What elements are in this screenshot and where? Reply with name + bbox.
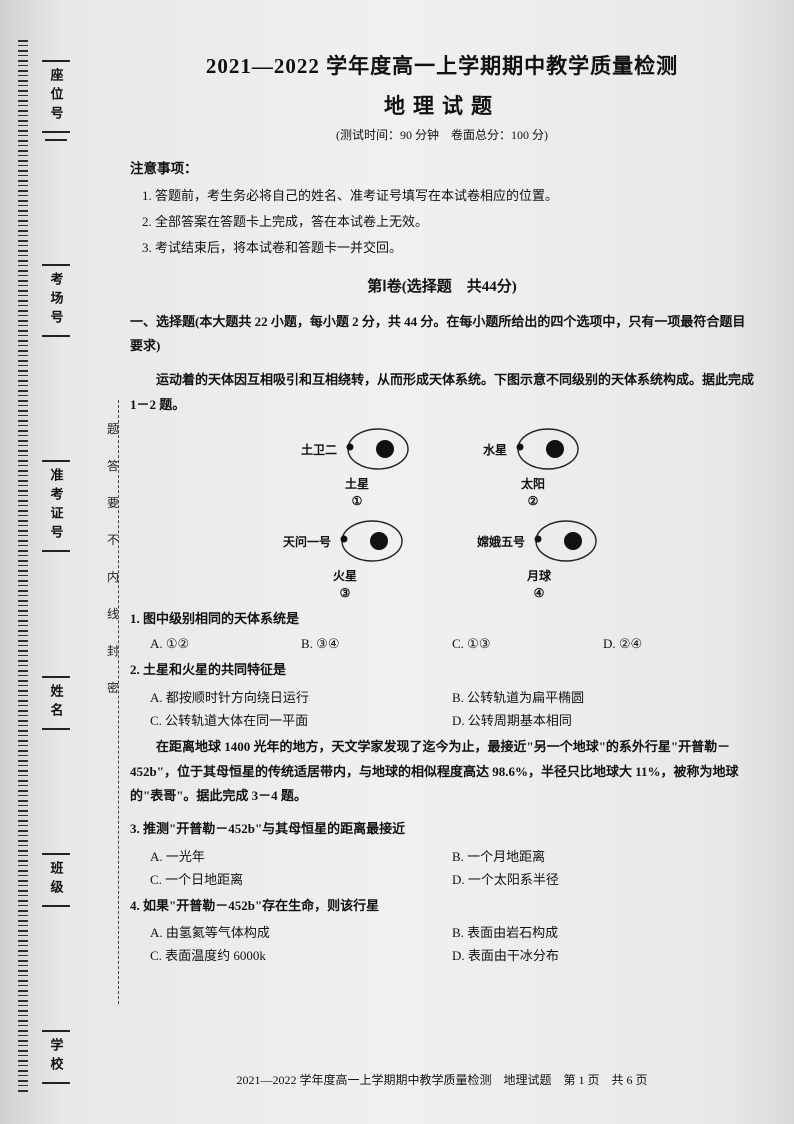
system-number: ② <box>528 494 539 509</box>
system-2: 水星 太阳 ② <box>483 425 583 509</box>
system-center-label: 土星 <box>345 475 369 492</box>
q4-stem: 4. 如果"开普勒－452b"存在生命，则该行星 <box>130 898 379 913</box>
question-1: 1. 图中级别相同的天体系统是 <box>130 607 754 632</box>
question-2: 2. 土星和火星的共同特征是 <box>130 658 754 683</box>
system-4: 嫦娥五号 月球 ④ <box>477 517 601 601</box>
q2-options: A. 都按顺时针方向绕日运行 B. 公转轨道为扁平椭圆 C. 公转轨道大体在同一… <box>150 687 754 729</box>
seal-char: 封 <box>107 642 119 659</box>
diagram-row-2: 天问一号 火星 ③ 嫦娥五号 <box>130 517 754 601</box>
q1-opt-d: D. ②④ <box>603 636 754 652</box>
orbit-icon <box>531 517 601 565</box>
seal-char: 不 <box>107 531 119 548</box>
q4-opt-a: A. 由氢氦等气体构成 <box>150 922 452 941</box>
side-seat: 座位号 <box>39 60 73 141</box>
q4-opt-b: B. 表面由岩石构成 <box>452 922 754 941</box>
notice-item: 3. 考试结束后，将本试卷和答题卡一并交回。 <box>142 235 754 261</box>
question-3: 3. 推测"开普勒－452b"与其母恒星的距离最接近 <box>130 817 754 842</box>
side-label-room: 考场号 <box>47 272 66 329</box>
side-label-seat: 座位号 <box>47 68 66 125</box>
q1-stem: 1. 图中级别相同的天体系统是 <box>130 611 299 626</box>
q2-stem: 2. 土星和火星的共同特征是 <box>130 662 286 677</box>
q4-opt-c: C. 表面温度约 6000k <box>150 945 452 964</box>
q3-stem: 3. 推测"开普勒－452b"与其母恒星的距离最接近 <box>130 821 405 836</box>
page-footer: 2021—2022 学年度高一上学期期中教学质量检测 地理试题 第 1 页 共 … <box>130 1071 754 1088</box>
q3-opt-d: D. 一个太阳系半径 <box>452 869 754 888</box>
system-center-label: 火星 <box>333 567 357 584</box>
exam-meta: (测试时间：90 分钟 卷面总分：100 分) <box>130 126 754 143</box>
q2-opt-c: C. 公转轨道大体在同一平面 <box>150 710 452 729</box>
orbit-icon <box>343 425 413 473</box>
notice-item: 1. 答题前，考生务必将自己的姓名、准考证号填写在本试卷相应的位置。 <box>142 183 754 209</box>
system-number: ① <box>352 494 363 509</box>
orbit-icon <box>337 517 407 565</box>
section-stem: 一、选择题(本大题共 22 小题，每小题 2 分，共 44 分。在每小题所给出的… <box>130 310 754 358</box>
diagram-row-1: 土卫二 土星 ① 水星 <box>130 425 754 509</box>
notice-heading: 注意事项： <box>130 157 754 177</box>
page-content: 2021—2022 学年度高一上学期期中教学质量检测 地理试题 (测试时间：90… <box>130 50 754 1094</box>
side-class: 班级 <box>39 853 73 907</box>
notice-item: 2. 全部答案在答题卡上完成，答在本试卷上无效。 <box>142 209 754 235</box>
system-number: ③ <box>340 586 351 601</box>
orbit-icon <box>513 425 583 473</box>
q1-opt-a: A. ①② <box>150 636 301 652</box>
binding-strip: 座位号 考场号 准考证号 姓名 班级 学校 <box>38 60 74 1084</box>
system-3: 天问一号 火星 ③ <box>283 517 407 601</box>
q2-opt-d: D. 公转周期基本相同 <box>452 710 754 729</box>
side-room: 考场号 <box>39 264 73 337</box>
seal-char: 内 <box>107 568 119 585</box>
q3-opt-c: C. 一个日地距离 <box>150 869 452 888</box>
side-label-admission: 准考证号 <box>47 468 66 544</box>
q3-opt-a: A. 一光年 <box>150 846 452 865</box>
notice-list: 1. 答题前，考生务必将自己的姓名、准考证号填写在本试卷相应的位置。 2. 全部… <box>142 183 754 261</box>
side-school: 学校 <box>39 1030 73 1084</box>
seal-char: 密 <box>107 679 119 696</box>
side-admission: 准考证号 <box>39 460 73 552</box>
seal-char: 线 <box>107 605 119 622</box>
seal-char: 要 <box>107 494 119 511</box>
q1-opt-b: B. ③④ <box>301 636 452 652</box>
system-number: ④ <box>534 586 545 601</box>
title-main: 2021—2022 学年度高一上学期期中教学质量检测 <box>130 50 754 80</box>
passage-2: 在距离地球 1400 光年的地方，天文学家发现了迄今为止，最接近"另一个地球"的… <box>130 735 754 809</box>
part1-title: 第Ⅰ卷(选择题 共44分) <box>130 275 754 296</box>
side-label-name: 姓名 <box>47 684 66 722</box>
seal-char: 答 <box>107 457 119 474</box>
system-center-label: 月球 <box>527 567 551 584</box>
seal-line-text: 题 答 要 不 内 线 封 密 <box>103 420 123 696</box>
q4-opt-d: D. 表面由干冰分布 <box>452 945 754 964</box>
q1-options: A. ①② B. ③④ C. ①③ D. ②④ <box>150 636 754 652</box>
side-label-class: 班级 <box>47 861 66 899</box>
system-1: 土卫二 土星 ① <box>301 425 413 509</box>
q3-options: A. 一光年 B. 一个月地距离 C. 一个日地距离 D. 一个太阳系半径 <box>150 846 754 888</box>
seal-char: 题 <box>107 420 119 437</box>
system-left-label: 土卫二 <box>301 441 337 458</box>
q2-opt-a: A. 都按顺时针方向绕日运行 <box>150 687 452 706</box>
q1-opt-c: C. ①③ <box>452 636 603 652</box>
barcode-edge <box>18 40 28 1094</box>
q4-options: A. 由氢氦等气体构成 B. 表面由岩石构成 C. 表面温度约 6000k D.… <box>150 922 754 964</box>
system-left-label: 天问一号 <box>283 533 331 550</box>
system-left-label: 嫦娥五号 <box>477 533 525 550</box>
system-left-label: 水星 <box>483 441 507 458</box>
system-center-label: 太阳 <box>521 475 545 492</box>
question-4: 4. 如果"开普勒－452b"存在生命，则该行星 <box>130 894 754 919</box>
q3-opt-b: B. 一个月地距离 <box>452 846 754 865</box>
q2-opt-b: B. 公转轨道为扁平椭圆 <box>452 687 754 706</box>
side-label-school: 学校 <box>47 1038 66 1076</box>
side-name: 姓名 <box>39 676 73 730</box>
title-subject: 地理试题 <box>130 90 754 120</box>
passage-1: 运动着的天体因互相吸引和互相绕转，从而形成天体系统。下图示意不同级别的天体系统构… <box>130 368 754 417</box>
